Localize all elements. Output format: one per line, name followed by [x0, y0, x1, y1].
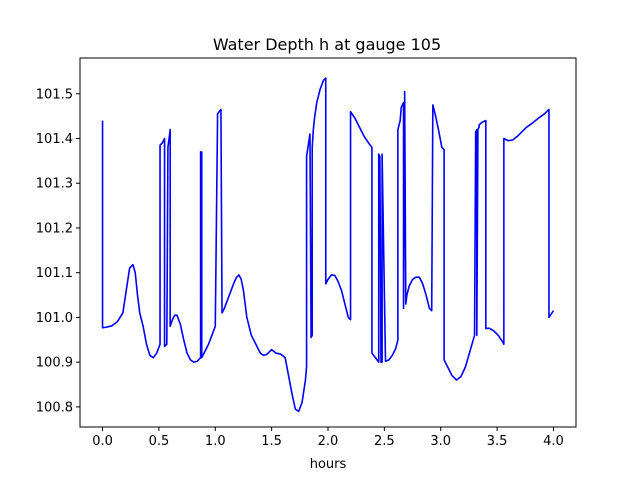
x-tick-label: 3.5 [487, 434, 508, 449]
x-tick-label: 3.0 [430, 434, 451, 449]
x-tick-label: 2.5 [374, 434, 395, 449]
y-tick-label: 100.9 [36, 356, 73, 371]
y-axis: 100.8 100.9 101.0 101.1 101.2 101.3 101.4 101.5 [36, 87, 80, 415]
y-tick-label: 101.4 [36, 132, 73, 147]
y-tick-label: 101.1 [36, 266, 73, 281]
x-axis-label: hours [310, 457, 347, 472]
x-tick-label: 0.5 [149, 434, 170, 449]
y-tick-label: 101.2 [36, 221, 73, 236]
x-tick-label: 1.5 [261, 434, 282, 449]
x-axis: 0.0 0.5 1.0 1.5 2.0 2.5 3.0 3.5 4.0 [92, 427, 564, 449]
x-tick-label: 2.0 [318, 434, 339, 449]
y-tick-label: 100.8 [36, 400, 73, 415]
plot-area [79, 57, 577, 428]
y-tick-label: 101.3 [36, 177, 73, 192]
x-tick-label: 4.0 [543, 434, 564, 449]
y-tick-label: 101.5 [36, 87, 73, 102]
chart-title: Water Depth h at gauge 105 [213, 35, 441, 54]
x-tick-label: 1.0 [205, 434, 226, 449]
plot-frame [79, 57, 577, 428]
x-tick-label: 0.0 [92, 434, 113, 449]
y-tick-label: 101.0 [36, 311, 73, 326]
series-line-0 [101, 77, 555, 413]
